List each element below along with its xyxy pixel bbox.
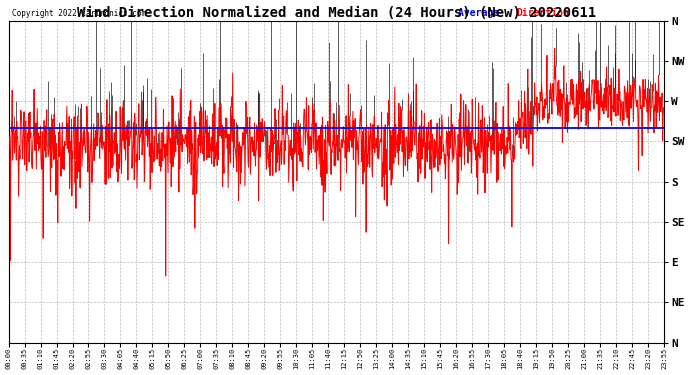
Title: Wind Direction Normalized and Median (24 Hours) (New) 20220611: Wind Direction Normalized and Median (24… [77,6,596,20]
Text: Copyright 2022 Cartronics.com: Copyright 2022 Cartronics.com [12,9,146,18]
Text: Direction: Direction [517,8,569,18]
Text: Average: Average [457,8,504,18]
